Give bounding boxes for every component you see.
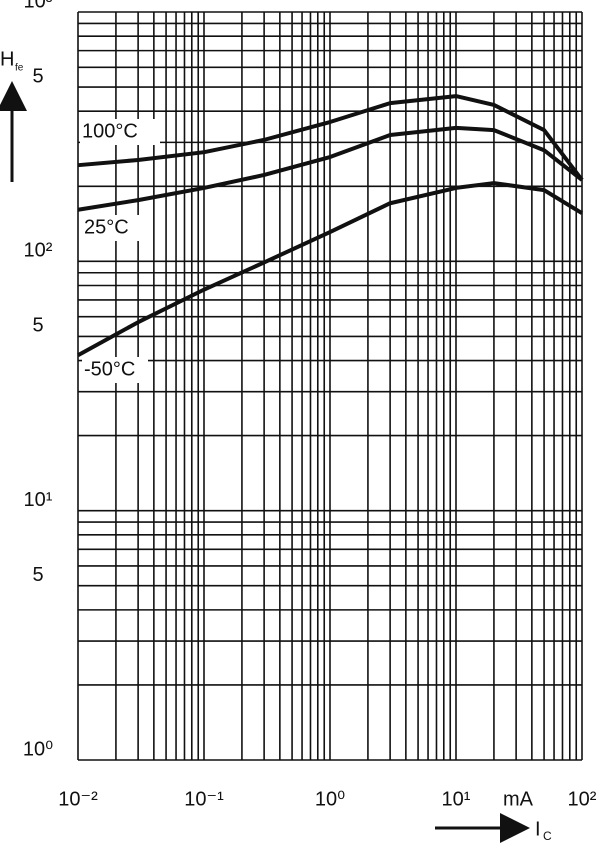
x-tick-label: 10⁰ (315, 788, 345, 810)
series-label: -50°C (84, 358, 135, 380)
x-label: I (535, 818, 541, 840)
y-tick-label: 5 (32, 315, 43, 337)
x-tick-label: 10¹ (442, 788, 471, 810)
y-tick-label: 10³ (24, 0, 53, 12)
y-tick-label: 10² (24, 240, 53, 262)
series-line (77, 181, 584, 358)
series-label: 100°C (82, 120, 138, 142)
y-label: H (0, 48, 14, 70)
x-tick-label: 10² (568, 788, 597, 810)
series-line (77, 94, 584, 182)
label-bg (80, 119, 160, 145)
y-tick-label: 5 (32, 564, 43, 586)
y-tick-label: 5 (32, 65, 43, 87)
y-label-sub: fe (15, 63, 24, 74)
x-tick-label: 10⁻² (58, 788, 98, 810)
label-bg (82, 215, 142, 241)
x-label-sub: C (543, 829, 552, 843)
label-bg (82, 357, 148, 383)
y-tick-label: 10⁰ (23, 738, 53, 760)
y-tick-label: 10¹ (24, 489, 53, 511)
series-line (77, 125, 584, 212)
x-unit: mA (503, 788, 534, 810)
series-label: 25°C (84, 216, 129, 238)
x-tick-label: 10⁻¹ (184, 788, 224, 810)
